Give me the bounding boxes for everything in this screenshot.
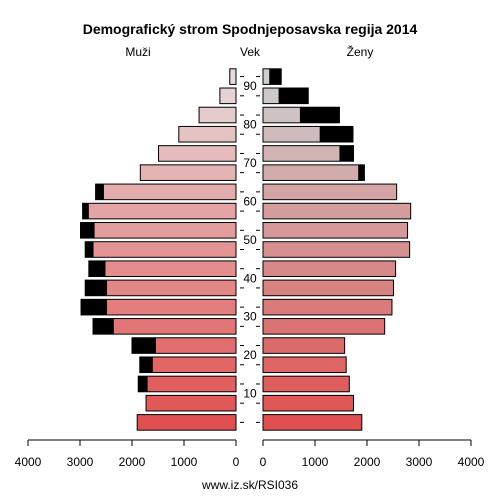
- men-bar-70-74: [158, 145, 237, 162]
- source-label: www.iz.sk/RSI036: [201, 478, 298, 492]
- age-tick-label: 40: [243, 271, 257, 285]
- men-bar-55-59: [82, 202, 237, 220]
- age-tick-label: 30: [243, 310, 257, 324]
- women-bar-30-34: [262, 298, 393, 316]
- age-tick-label: 10: [243, 387, 257, 401]
- women-bar-40-44: [262, 260, 397, 278]
- men-bar-50-54: [80, 221, 237, 239]
- women-surplus-70-74: [339, 145, 354, 162]
- women-surplus-90+: [269, 68, 282, 85]
- age-axis: 10 20 30 40 50 60 70 80 90: [240, 76, 260, 423]
- chart-title: Demografický strom Spodnjeposavska regij…: [83, 21, 418, 37]
- x-tick-left: 1000: [171, 455, 198, 469]
- women-bar-10-14: [262, 375, 350, 393]
- x-tick-left: 2000: [119, 455, 146, 469]
- age-tick-label: 80: [243, 118, 257, 132]
- men-bar-0-4: [136, 414, 237, 431]
- x-tick-right: 2000: [354, 455, 381, 469]
- left-label-men: Muži: [125, 45, 150, 59]
- men-bar-25-29: [92, 318, 237, 335]
- men-surplus-55-59: [82, 203, 89, 219]
- men-bar-5-9: [145, 394, 237, 412]
- men-surplus-25-29: [93, 318, 114, 335]
- men-surplus-30-34: [81, 299, 108, 315]
- women-bar-50-54: [262, 221, 409, 239]
- women-bar-0-4: [262, 414, 363, 431]
- x-tick-right: 4000: [458, 455, 485, 469]
- men-bars: [80, 68, 237, 431]
- x-tick-right: 3000: [406, 455, 433, 469]
- age-tick-label: 70: [243, 156, 257, 170]
- age-tick-label: 20: [243, 348, 257, 362]
- women-bar-20-24: [262, 337, 346, 354]
- age-tick-label: 50: [243, 233, 257, 247]
- women-bar-55-59: [262, 202, 412, 220]
- women-bar-5-9: [262, 394, 354, 412]
- x-tick-left: 0: [233, 455, 240, 469]
- women-bar-35-39: [262, 279, 395, 297]
- women-bar-45-49: [262, 241, 411, 258]
- men-bar-80-84: [198, 106, 237, 124]
- center-label-age: Vek: [240, 45, 261, 59]
- men-bar-35-39: [84, 279, 237, 297]
- x-tick-right: 0: [260, 455, 267, 469]
- men-bar-10-14: [137, 375, 237, 393]
- right-label-women: Ženy: [347, 44, 374, 59]
- women-surplus-75-79: [319, 126, 353, 143]
- left-x-axis: 4000 3000 2000 1000 0: [15, 439, 240, 469]
- x-tick-left: 4000: [15, 455, 42, 469]
- women-bar-60-64: [262, 183, 398, 201]
- women-bars: [262, 68, 412, 431]
- men-bar-40-44: [88, 260, 237, 278]
- men-bar-90+: [229, 68, 237, 85]
- men-bar-65-69: [139, 164, 237, 181]
- men-bar-85-89: [219, 87, 237, 105]
- men-surplus-15-19: [139, 356, 153, 373]
- women-bar-25-29: [262, 318, 386, 335]
- x-tick-left: 3000: [67, 455, 94, 469]
- men-bar-15-19: [139, 356, 237, 374]
- men-surplus-45-49: [85, 241, 94, 258]
- women-surplus-80-84: [299, 107, 340, 123]
- men-bar-60-64: [95, 183, 237, 201]
- men-surplus-20-24: [132, 337, 156, 354]
- men-bar-75-79: [178, 125, 237, 143]
- men-surplus-60-64: [95, 184, 104, 200]
- women-surplus-85-89: [278, 88, 309, 104]
- men-surplus-50-54: [80, 222, 95, 239]
- age-tick-label: 90: [243, 79, 257, 93]
- x-tick-right: 1000: [302, 455, 329, 469]
- age-tick-label: 60: [243, 194, 257, 208]
- women-bar-65-69: [262, 164, 365, 181]
- men-surplus-10-14: [138, 376, 148, 392]
- women-surplus-65-69: [358, 164, 365, 181]
- right-x-axis: 0 1000 2000 3000 4000: [260, 439, 485, 469]
- men-surplus-40-44: [88, 260, 106, 277]
- women-bar-15-19: [262, 356, 347, 374]
- men-bar-45-49: [84, 241, 237, 258]
- men-surplus-35-39: [85, 280, 108, 296]
